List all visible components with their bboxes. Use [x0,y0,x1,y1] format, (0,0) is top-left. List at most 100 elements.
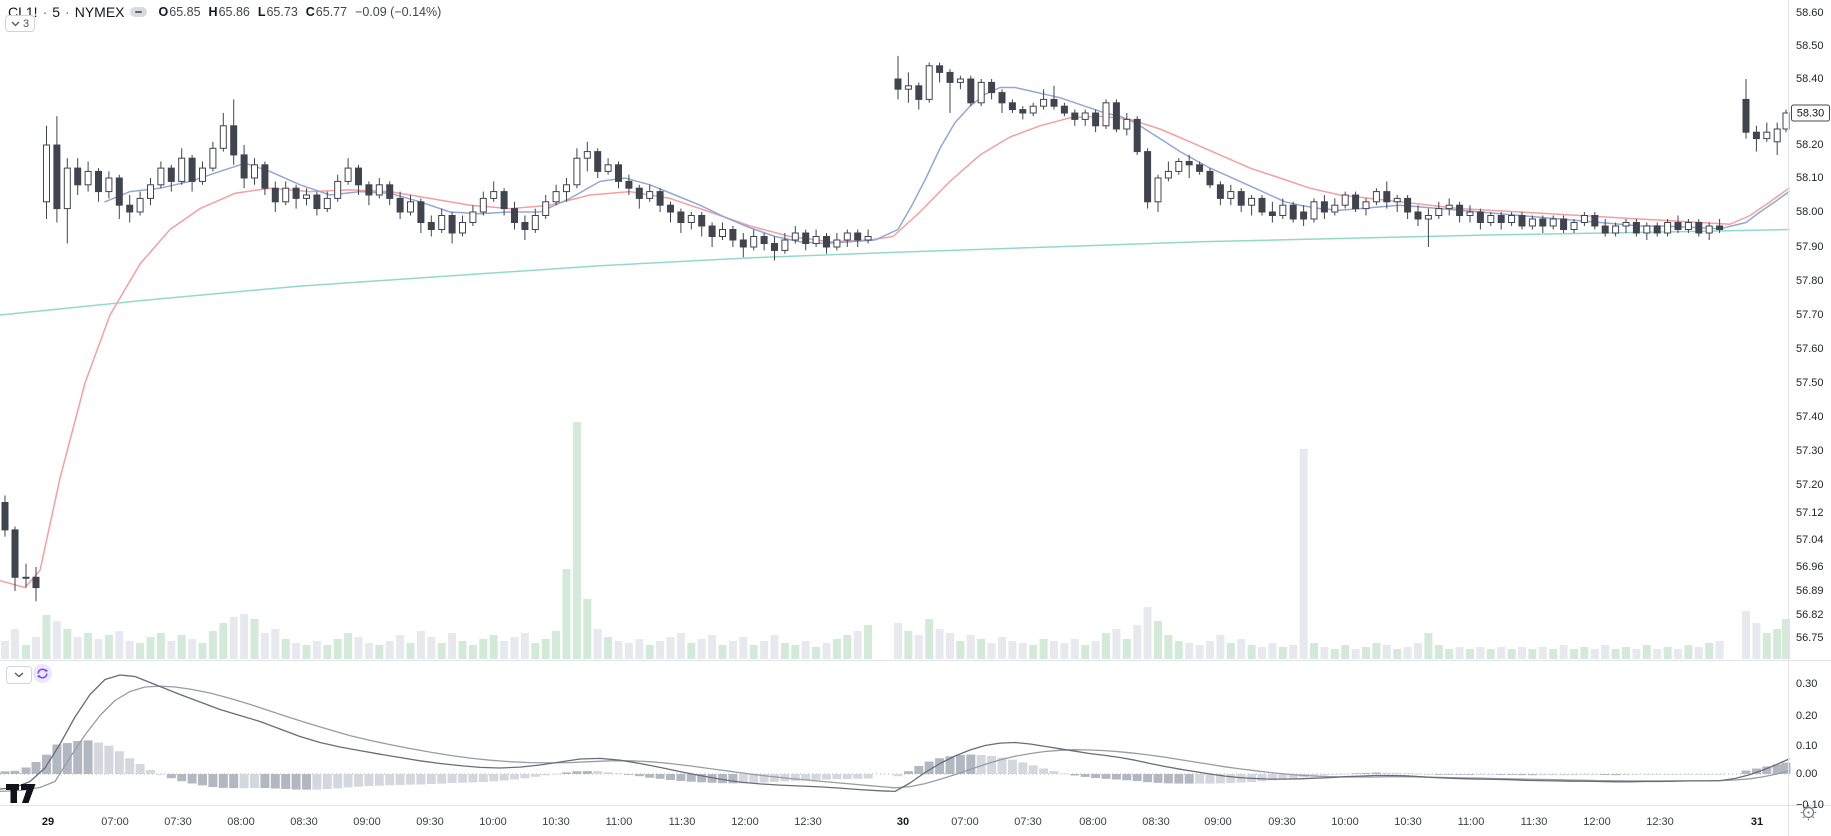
macd-histogram-bar [1309,774,1319,777]
macd-histogram-bar [1361,772,1371,774]
candle-body [542,201,550,217]
macd-histogram-bar [198,774,207,786]
candle-body [230,125,238,156]
macd-histogram-bar [1762,766,1772,774]
volume-bar [687,643,696,659]
candle-body [32,576,40,589]
candle-body [615,164,622,182]
macd-histogram-bar [718,774,727,784]
macd-sync-icon[interactable] [33,664,52,683]
volume-bar [1102,633,1110,659]
time-axis-label: 07:30 [1014,816,1042,828]
time-axis-label: 12:00 [731,816,759,828]
volume-bar [977,639,986,659]
macd-histogram-bar [1496,774,1506,775]
macd-histogram-bar [1080,774,1090,777]
macd-histogram-bar [697,774,707,783]
volume-bar [822,643,831,659]
volume-bar [427,637,436,659]
candle-body [719,229,726,237]
ma-red-line [0,115,1790,589]
volume-bar [697,639,706,659]
volume-bar [1414,643,1422,659]
candle-body [74,167,82,186]
candle-body [1216,184,1224,199]
price-axis-label: 57.50 [1796,377,1824,389]
macd-histogram-bar [1132,774,1142,782]
time-axis-label: 09:00 [1204,816,1232,828]
time-axis-label: 11:30 [669,816,696,828]
macd-histogram-bar [218,774,228,788]
candle-body [188,157,196,182]
macd-histogram-bar [1257,774,1267,782]
candle-body [251,164,258,179]
tradingview-logo[interactable] [6,783,36,805]
volume-bar [167,641,176,659]
macd-histogram-bar [832,774,842,780]
volume-bar [780,643,789,659]
candle-body [240,154,248,179]
macd-pane-collapse-button[interactable] [6,666,32,684]
candle-body [729,229,737,241]
candle-body [1705,225,1713,234]
volume-bar [448,633,457,659]
time-axis-label: 11:00 [1458,816,1485,828]
macd-histogram-bar [146,770,155,774]
volume-bar [104,635,113,659]
time-axis-label: 07:00 [951,816,979,828]
volume-bar [946,633,954,659]
macd-histogram-bar [572,771,582,774]
candle-body [646,191,654,199]
candle-body [511,208,518,224]
price-axis-label: 58.40 [1796,73,1824,85]
time-axis-label: 10:30 [1394,816,1422,828]
candle-body [375,184,383,196]
candle-body [1237,191,1245,206]
candle-body [1352,194,1360,210]
candle-body [1362,201,1370,210]
price-axis-label: 58.10 [1796,172,1824,184]
volume-bar [146,637,155,659]
macd-histogram-bar [1111,774,1121,780]
price-axis-label: 58.20 [1796,139,1824,151]
macd-histogram-bar [1049,771,1059,774]
volume-bar [666,637,675,659]
volume-bar [914,635,923,659]
data-source-minus-icon[interactable] [129,7,147,17]
candle-body [802,232,810,244]
timezone-clock-icon[interactable] [1799,803,1818,822]
candle-body [1300,211,1308,220]
candle-body [1279,204,1287,216]
macd-histogram-bar [1091,774,1101,779]
volume-bar [832,639,841,659]
candle-body [1773,128,1781,143]
indicators-collapse-button[interactable]: 3 [5,15,36,32]
volume-bar [333,639,342,659]
macd-histogram-bar [634,774,644,777]
exchange-name[interactable]: NYMEX [74,4,125,20]
candle-body [43,144,50,203]
candle-body [1154,177,1162,203]
price-axis-label: 57.60 [1796,343,1824,355]
candle-body [157,167,165,186]
volume-bar [354,637,363,659]
time-axis[interactable]: 29 07:00 07:30 08:00 08:30 09:00 09:30 10:00 10:… [42,816,1763,828]
candle-body [739,239,747,248]
volume-bar [1330,649,1339,659]
candle-body [438,215,446,230]
time-axis-label: 11:00 [606,816,633,828]
volume-bar [645,645,654,659]
time-axis-label: 10:00 [479,816,507,828]
candle-body [344,167,352,182]
candle-body [1050,98,1058,107]
volume-bar [1445,649,1454,659]
volume-bar [1424,633,1433,659]
candle-body [63,167,71,210]
volume-bar [84,633,93,659]
clock-gear-icon [1800,804,1817,821]
price-axis[interactable]: 58.60 58.50 58.40 58.30 58.20 58.10 58.00 57.90… [1796,7,1824,811]
candle-body [1372,191,1380,203]
volume-bar [1174,641,1183,659]
interval-value[interactable]: 5 [52,4,61,20]
